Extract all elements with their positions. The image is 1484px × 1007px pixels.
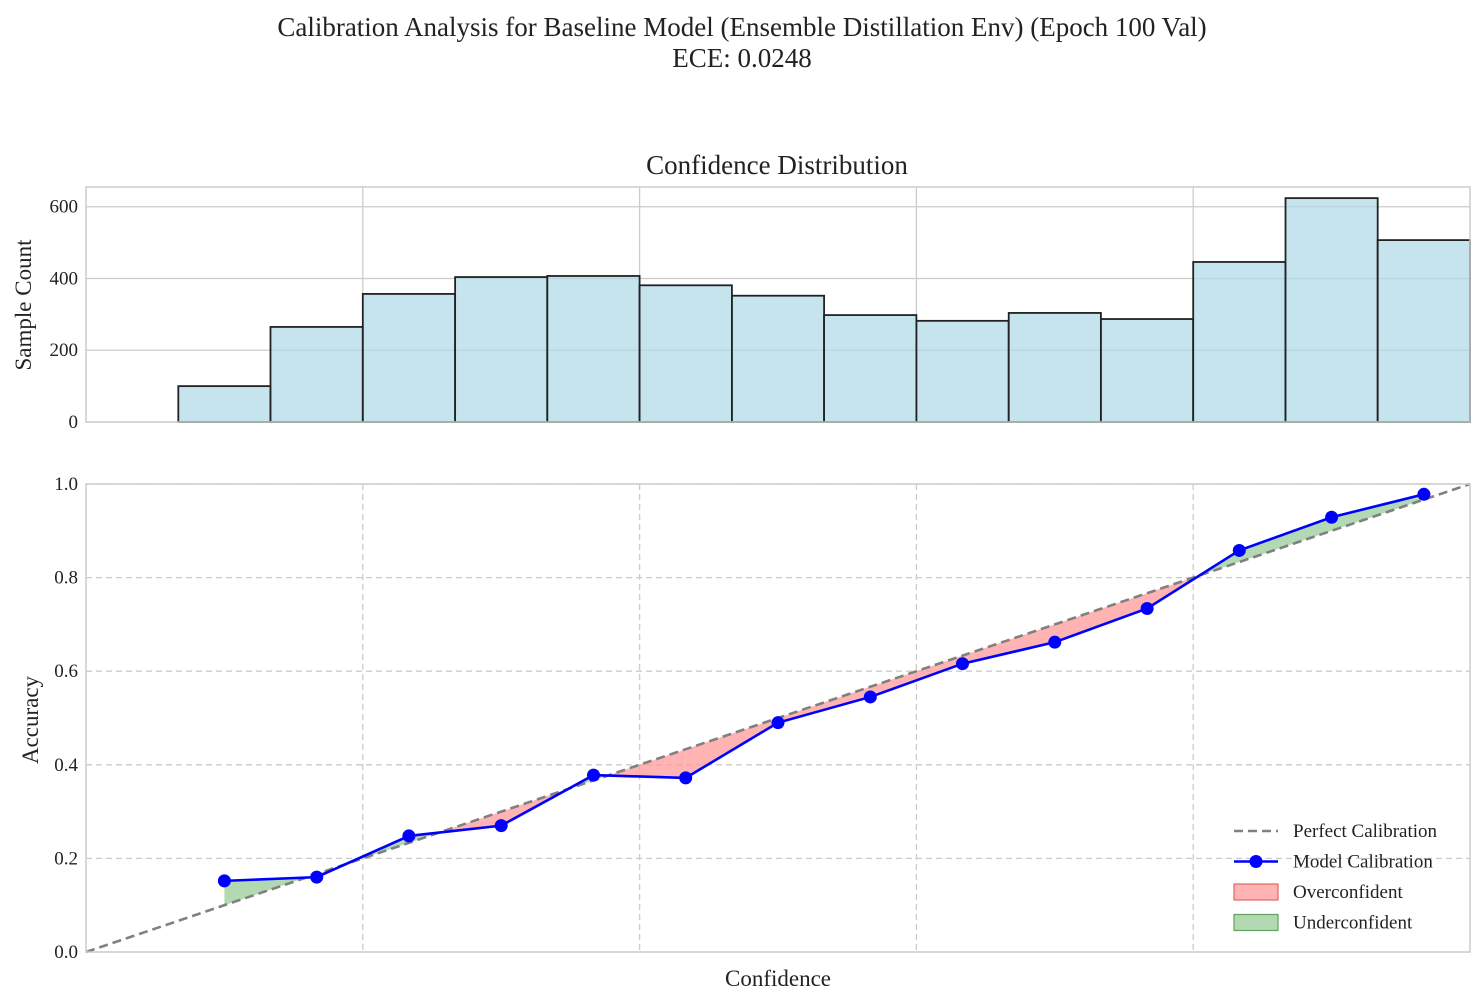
model-calibration-point	[1325, 510, 1339, 524]
calibration-ytick-label: 0.0	[54, 942, 78, 963]
histogram-bar	[823, 314, 918, 423]
overconfident-area	[1054, 593, 1148, 643]
legend-label: Overconfident	[1293, 882, 1403, 903]
calibration-ytick-label: 0.8	[54, 568, 78, 589]
histogram-frame	[85, 186, 1471, 423]
histogram-bar	[177, 385, 272, 423]
histogram-bar	[1192, 261, 1287, 423]
model-calibration-point	[679, 771, 693, 785]
model-calibration-point	[1140, 601, 1154, 615]
overconfident-area	[962, 624, 1055, 664]
model-calibration-point	[310, 870, 324, 884]
legend-label: Model Calibration	[1293, 852, 1433, 873]
calibration-legend: Perfect Calibration Model Calibration Over…	[1233, 821, 1438, 934]
legend-label: Underconfident	[1293, 913, 1413, 934]
model-calibration-point	[494, 819, 508, 833]
model-calibration-line	[224, 493, 1425, 883]
calibration-ytick-label: 0.4	[54, 755, 78, 776]
histogram-ytick-label: 600	[50, 197, 79, 218]
model-calibration-point	[402, 829, 416, 843]
histogram-ytick-label: 0	[69, 412, 79, 433]
model-calibration-point	[863, 690, 877, 704]
calibration-ytick-label: 0.6	[54, 661, 78, 682]
histogram-yticks: 0 200 400 600	[50, 197, 79, 433]
calibration-ytick-label: 1.0	[54, 474, 78, 495]
histogram-ylabel: Sample Count	[11, 239, 36, 371]
histogram-bar	[269, 326, 364, 423]
histogram-bar	[1099, 318, 1195, 423]
calibration-yticks: 0.0 0.2 0.4 0.6 0.8 1.0	[54, 474, 78, 963]
histogram-ytick-label: 400	[50, 268, 79, 289]
histogram-bar	[1284, 197, 1379, 423]
model-calibration-point	[955, 657, 969, 671]
histogram-bar	[546, 275, 641, 423]
histogram-bar	[361, 293, 457, 423]
histogram-bar	[638, 284, 733, 423]
histogram-bars	[177, 197, 1471, 423]
figure-ece: ECE: 0.0248	[672, 43, 812, 73]
legend-overconfident-swatch	[1233, 883, 1279, 901]
histogram-bar	[915, 319, 1010, 423]
underconfident-area	[1239, 517, 1332, 563]
histogram-ytick-label: 200	[50, 340, 79, 361]
histogram-bar	[454, 276, 549, 423]
model-calibration-point	[217, 874, 231, 888]
overconfident-area	[870, 655, 963, 697]
histogram-title: Confidence Distribution	[646, 150, 908, 180]
calibration-ylabel: Accuracy	[18, 675, 43, 764]
model-calibration-point	[771, 716, 785, 730]
underconfident-area	[1331, 494, 1424, 531]
calibration-frame	[85, 483, 1471, 953]
model-calibration-point	[587, 768, 601, 782]
legend-label: Perfect Calibration	[1293, 821, 1438, 842]
figure-title: Calibration Analysis for Baseline Model …	[277, 12, 1207, 42]
calibration-points	[217, 487, 1431, 888]
model-calibration-point	[1417, 487, 1431, 501]
model-calibration-point	[1048, 635, 1062, 649]
calibration-xlabel: Confidence	[725, 966, 831, 991]
histogram-bar	[731, 294, 825, 423]
model-calibration-point	[1232, 543, 1246, 557]
legend-model-marker	[1249, 855, 1263, 868]
legend-underconfident-swatch	[1233, 913, 1279, 932]
histogram-bar	[1007, 312, 1102, 423]
calibration-ytick-label: 0.2	[54, 848, 78, 869]
histogram-bar	[1376, 239, 1471, 423]
